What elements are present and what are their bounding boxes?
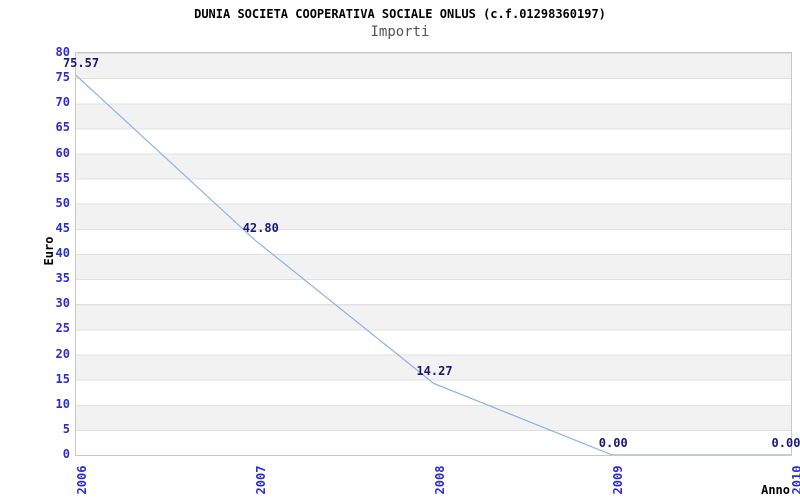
y-tick-label: 25 [55, 321, 70, 336]
point-label: 0.00 [771, 436, 800, 450]
y-tick-label: 60 [55, 145, 70, 160]
x-tick-label: 2010 [790, 465, 800, 495]
y-tick-label: 80 [55, 45, 70, 59]
y-tick-label: 75 [55, 70, 70, 85]
chart-title: DUNIA SOCIETA COOPERATIVA SOCIALE ONLUS … [194, 7, 606, 21]
x-tick-label: 2006 [75, 465, 89, 495]
x-tick-label: 2008 [432, 465, 447, 495]
line-series [76, 74, 791, 455]
y-tick-label: 15 [55, 371, 70, 386]
x-tick-label: 2009 [611, 465, 626, 495]
y-tick-label: 20 [55, 346, 70, 361]
y-tick-label: 10 [55, 396, 70, 411]
y-tick-label: 50 [55, 195, 70, 210]
x-axis-title: Anno [761, 483, 790, 497]
y-tick-label: 70 [55, 95, 70, 110]
point-label: 14.27 [416, 364, 453, 379]
data-line [76, 74, 791, 455]
point-label: 0.00 [598, 436, 628, 450]
y-tick-label: 55 [55, 170, 70, 185]
y-tick-label: 0 [62, 447, 70, 461]
plot-area [75, 52, 792, 456]
y-tick-label: 30 [55, 296, 70, 311]
y-tick-label: 65 [55, 120, 70, 135]
point-label: 75.57 [62, 56, 100, 71]
x-tick-label: 2007 [253, 465, 268, 495]
y-tick-label: 35 [55, 271, 70, 286]
y-tick-label: 40 [55, 246, 70, 260]
y-tick-label: 45 [55, 220, 70, 235]
point-label: 42.80 [242, 220, 279, 235]
chart-subtitle: Importi [370, 24, 430, 40]
y-tick-label: 5 [62, 421, 70, 436]
